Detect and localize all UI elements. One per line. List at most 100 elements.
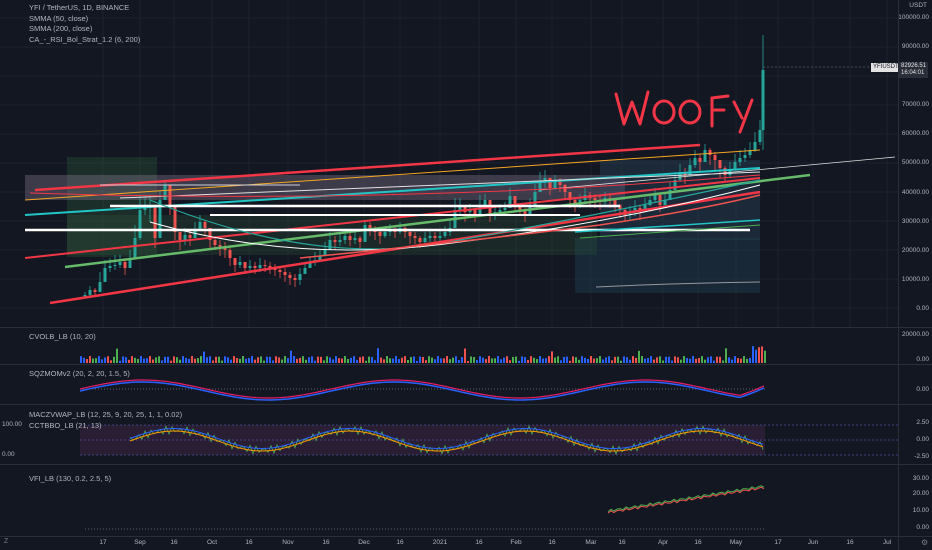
candle-body [538,182,542,192]
volume-bar [656,357,658,363]
cctbbo-line [129,427,764,450]
candle-body [103,268,107,282]
volume-bar [404,356,406,363]
volume-bar [191,356,193,363]
cctbbo-legend[interactable]: CCTBBO_LB (21, 13) [29,420,102,430]
candle-body [128,258,132,268]
vfi-pane[interactable]: VFI_LB (130, 0.2, 2.5, 5) 30.00 20.00 10… [0,465,932,536]
woofy-annotation[interactable] [612,84,762,134]
candle-body [618,205,622,210]
candle-body [483,200,487,205]
volume-bar [614,356,616,363]
candle-body [88,290,92,295]
y-tick: 0.00 [916,524,929,531]
volume-bar [134,357,136,363]
volume-pane[interactable]: CVOLB_LB (10, 20) 20000.00 0.00 [0,328,932,364]
pane-divider[interactable] [0,404,932,405]
volume-bar [632,356,634,363]
volume-bar [584,357,586,363]
volume-bar [464,348,466,363]
volume-bar [461,357,463,363]
volume-bar [281,359,283,363]
candle-body [663,200,667,205]
pane-divider[interactable] [0,364,932,365]
candle-body [338,240,342,242]
volume-bar [314,360,316,363]
macz-axis[interactable]: 2.50 0.00 -2.50 [898,405,932,464]
candle-body [553,182,557,188]
candle-body [643,205,647,212]
smma50-legend[interactable]: SMMA (50, close) [29,13,89,23]
timezone-icon[interactable]: Z [4,538,9,545]
left-tick: 0.00 [2,451,15,458]
volume-bar [509,360,511,363]
volume-axis[interactable]: 20000.00 0.00 [898,328,932,364]
volume-bar [236,357,238,363]
volume-bar [692,356,694,363]
symbol-legend[interactable]: YFI / TetherUS, 1D, BINANCE [29,3,130,12]
volume-bar [518,360,520,363]
candle-body [408,232,412,236]
volume-bar [752,346,754,363]
volume-bar [716,356,718,363]
volume-bar [320,356,322,363]
volume-bar [530,356,532,363]
time-axis[interactable]: 17 Sep 16 Oct 16 Nov 16 Dec 16 2021 16 Feb 16 Mar 16 Ap… [0,536,932,550]
volume-bar [185,357,187,363]
vfi-legend[interactable]: VFI_LB (130, 0.2, 2.5, 5) [29,474,112,483]
price-plot[interactable] [0,0,898,327]
volume-bar [359,357,361,363]
volume-bar [578,359,580,363]
volume-bar [713,360,715,363]
candle-body [753,142,757,150]
volume-bar [356,359,358,363]
volume-bar [413,356,415,363]
volume-bar [506,356,508,363]
volume-bar [686,357,688,363]
x-tick: 17 [774,539,782,546]
volume-bar [662,360,664,363]
pane-divider[interactable] [0,327,932,328]
y-tick: 90000.00 [901,43,929,50]
trend-line [299,194,761,259]
smma200-legend[interactable]: SMMA (200, close) [29,24,93,33]
volume-bar [569,360,571,363]
x-tick: 17 [99,539,107,546]
x-tick: Jul [882,539,892,546]
volume-bar [623,356,625,363]
macz-pane[interactable]: MACZVWAP_LB (12, 25, 9, 20, 25, 1, 1, 0.… [0,405,932,464]
volume-bar [500,359,502,363]
volume-bar [635,357,637,363]
maczvwap-legend[interactable]: MACZVWAP_LB (12, 25, 9, 20, 25, 1, 1, 0.… [29,410,183,419]
volume-bar [197,358,199,363]
volume-bar [497,356,499,363]
y-tick: 60000.00 [901,130,929,137]
squeeze-axis[interactable]: 0.00 [898,365,932,404]
vfi-signal-line [607,486,765,514]
pane-divider[interactable] [0,464,932,465]
volume-bar [266,356,268,363]
candle-body [358,238,362,242]
volume-bar [119,360,121,363]
vfi-axis[interactable]: 30.00 20.00 10.00 0.00 [898,465,932,536]
volume-bar [488,356,490,363]
volume-legend[interactable]: CVOLB_LB (10, 20) [29,332,96,341]
x-tick: May [729,539,743,546]
main-price-axis[interactable]: USDT 100000.00 90000.00 70000.00 60000.0… [898,0,932,327]
volume-bar [92,358,94,363]
rsi-bol-legend[interactable]: CA_-_RSI_Bol_Strat_1.2 (6, 200) [29,34,141,44]
volume-bar [557,356,559,363]
main-chart-pane[interactable]: YFI / TetherUS, 1D, BINANCE SMMA (50, cl… [0,0,932,327]
candle-body [473,210,477,215]
volume-bar [107,356,109,363]
candle-body [123,262,127,268]
volume-bar [131,356,133,363]
gear-icon[interactable]: ⚙ [921,538,929,547]
volume-bar [740,358,742,363]
trend-line [24,177,761,259]
left-tick: 100.00 [2,421,22,428]
volume-bar [653,359,655,363]
squeeze-legend[interactable]: SQZMOMv2 (20, 2, 20, 1.5, 5) [29,369,130,378]
candle-body [748,150,752,155]
squeeze-pane[interactable]: SQZMOMv2 (20, 2, 20, 1.5, 5) 0.00 [0,365,932,404]
